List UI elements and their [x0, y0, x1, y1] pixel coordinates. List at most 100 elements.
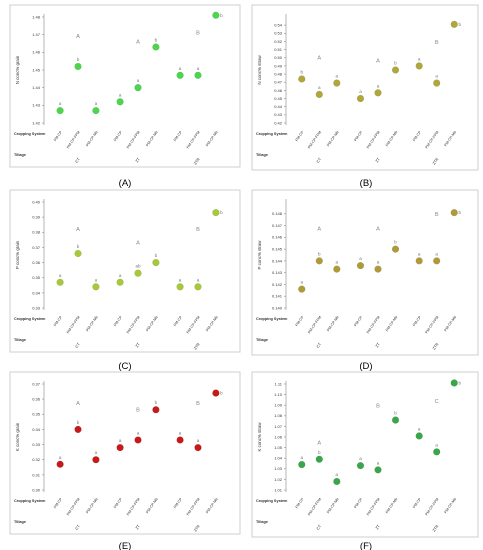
- chart-panel-3: P conc% grain 0.33 0.34 0.35 0.36 0.37 0.38 0.3…: [9, 189, 241, 353]
- tillage-category-label: CT: [75, 342, 82, 349]
- data-point: [450, 379, 458, 387]
- y-tick-label: 0.35: [32, 275, 41, 280]
- significance-letter: a: [377, 460, 380, 465]
- x-tick-label: PM-CP: [412, 315, 422, 327]
- y-tick-label: 0.43: [274, 112, 283, 117]
- significance-letter: b: [155, 253, 158, 258]
- tillage-category-label: ZTR: [193, 524, 201, 533]
- y-axis-label: P conc% straw: [257, 240, 262, 270]
- group-letter: B: [196, 31, 200, 37]
- significance-letter: a: [359, 456, 362, 461]
- y-tick-label: 0.140: [272, 305, 283, 310]
- data-point: [56, 460, 64, 468]
- tillage-category-label: ZTR: [432, 157, 440, 166]
- significance-letter: a: [197, 66, 200, 71]
- panel-border: [251, 189, 479, 356]
- significance-letter: a: [119, 438, 122, 443]
- data-point: [152, 258, 160, 267]
- data-point: [391, 66, 400, 74]
- y-tick-label: 1.46: [32, 50, 41, 55]
- tillage-label: Tillage: [14, 520, 26, 524]
- y-tick-label: 0.145: [272, 247, 283, 252]
- data-point: [74, 249, 82, 258]
- data-point: [356, 461, 365, 470]
- significance-letter: b: [77, 244, 80, 249]
- y-tick-label: 0.42: [274, 120, 283, 125]
- y-tick-label: 0.40: [32, 199, 41, 204]
- group-letter: B: [435, 212, 439, 218]
- data-point: [391, 416, 400, 424]
- panel-label: (C): [118, 361, 131, 372]
- panel-border: [251, 371, 479, 538]
- y-tick-label: 0.52: [274, 39, 283, 44]
- data-point: [433, 448, 441, 456]
- y-tick-label: 0.142: [272, 282, 283, 287]
- tillage-label: Tillage: [14, 153, 26, 157]
- data-point: [374, 265, 382, 273]
- y-tick-label: 0.44: [274, 104, 283, 109]
- data-point: [74, 62, 82, 71]
- significance-letter: b: [77, 420, 80, 425]
- cropping-system-label: Cropping System: [14, 132, 46, 136]
- data-point: [92, 283, 100, 291]
- significance-letter: a: [59, 273, 62, 278]
- panel-border: [251, 4, 479, 171]
- x-tick-label: PM-CP: [353, 130, 363, 142]
- significance-letter: b: [220, 210, 223, 215]
- significance-letter: b: [394, 411, 397, 416]
- significance-letter: a: [318, 85, 321, 90]
- data-point: [415, 257, 423, 265]
- cropping-system-label: Cropping System: [256, 317, 288, 321]
- panel-border: [9, 189, 241, 353]
- x-tick-label: PM-CP: [53, 315, 63, 327]
- significance-letter: b: [458, 210, 461, 215]
- data-point: [194, 283, 202, 291]
- significance-letter: b: [458, 22, 461, 27]
- y-tick-label: 0.141: [272, 294, 283, 299]
- y-tick-label: 0.30: [32, 487, 41, 492]
- tillage-category-label: ZTR: [193, 157, 201, 166]
- significance-letter: a: [137, 431, 140, 436]
- y-tick-label: 1.45: [32, 67, 41, 72]
- significance-letter: a: [377, 260, 380, 265]
- significance-letter: b: [155, 38, 158, 43]
- tillage-category-label: CT: [316, 524, 323, 531]
- significance-letter: a: [95, 450, 98, 455]
- group-letter: A: [76, 227, 80, 233]
- x-tick-label: PM-CP: [173, 130, 183, 142]
- panel-label: (D): [359, 361, 372, 372]
- data-point: [315, 90, 323, 99]
- significance-letter: a: [179, 66, 182, 71]
- data-point: [415, 62, 423, 70]
- significance-letter: b: [155, 400, 158, 405]
- panel-label: (A): [119, 178, 132, 189]
- y-tick-label: 0.146: [272, 235, 283, 240]
- cropping-system-label: Cropping System: [14, 317, 46, 321]
- tillage-category-label: ZT: [135, 524, 141, 531]
- x-tick-label: PM-CP: [412, 130, 422, 142]
- data-point: [333, 477, 341, 486]
- significance-letter: a: [59, 101, 62, 106]
- group-letter: A: [76, 401, 80, 407]
- significance-letter: a: [137, 78, 140, 83]
- y-tick-label: 0.33: [32, 442, 41, 447]
- tillage-category-label: ZTR: [193, 342, 201, 351]
- group-letter: A: [76, 34, 80, 40]
- tillage-category-label: CT: [316, 157, 323, 164]
- y-tick-label: 0.46: [274, 88, 283, 93]
- tillage-category-label: ZT: [375, 157, 381, 164]
- significance-letter: b: [220, 391, 223, 396]
- data-point: [450, 208, 458, 217]
- y-tick-label: 1.09: [274, 403, 283, 408]
- y-tick-label: 0.147: [272, 223, 283, 228]
- data-point: [56, 278, 64, 286]
- x-tick-label: PM-CP: [113, 497, 123, 509]
- panel-border: [9, 4, 241, 168]
- y-tick-label: 0.148: [272, 211, 283, 216]
- y-tick-label: 0.144: [272, 258, 283, 263]
- tillage-category-label: ZT: [135, 157, 141, 164]
- tillage-category-label: CT: [75, 157, 82, 164]
- y-tick-label: 0.49: [274, 63, 283, 68]
- data-point: [176, 71, 184, 79]
- data-point: [116, 278, 124, 286]
